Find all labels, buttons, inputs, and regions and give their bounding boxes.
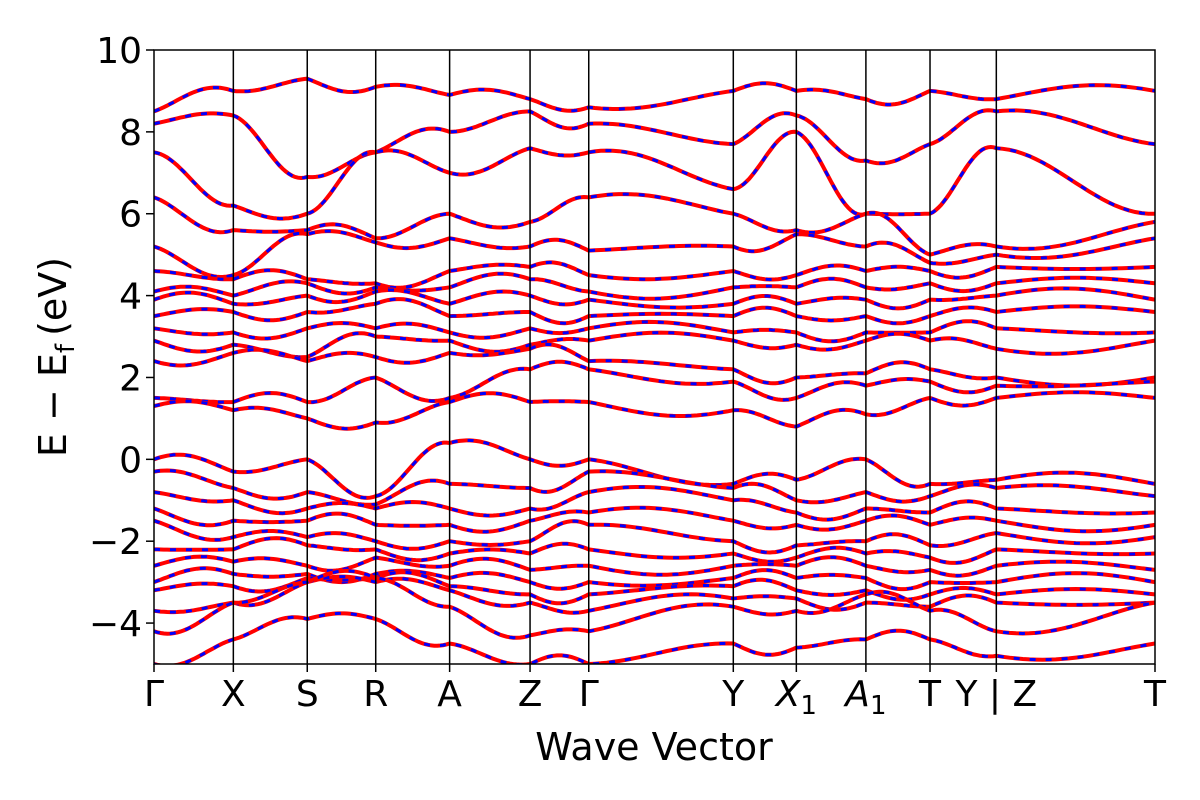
x-tick-label: Γ — [144, 674, 164, 715]
x-tick-label: T — [1143, 674, 1167, 715]
x-tick-label: A — [437, 674, 462, 715]
x-tick-label: Z — [518, 674, 543, 715]
x-tick-label: S — [296, 674, 319, 715]
x-tick-label: T — [918, 674, 942, 715]
y-axis-title: E − Ef (eV) — [31, 257, 81, 457]
y-tick-label: 10 — [96, 31, 142, 72]
y-tick-label: −2 — [89, 522, 142, 563]
x-tick-label: A1 — [843, 674, 886, 721]
x-axis-title: Wave Vector — [535, 725, 773, 769]
y-axis-title-unit: (eV) — [31, 257, 75, 336]
x-tick-label: Y — [721, 674, 745, 715]
x-tick-label: X1 — [774, 674, 817, 721]
y-tick-label: 6 — [119, 195, 142, 236]
y-tick-label: 2 — [119, 358, 142, 399]
x-tick-label: Y | Z — [954, 674, 1037, 715]
y-axis-title-sub: f — [51, 343, 81, 353]
y-tick-label: 0 — [119, 440, 142, 481]
x-tick-label: Γ — [579, 674, 599, 715]
y-tick-label: −4 — [89, 604, 142, 645]
x-tick-label: R — [363, 674, 388, 715]
y-tick-label: 4 — [119, 277, 142, 318]
y-ticks: −4 −2 0 2 4 6 8 10 — [89, 31, 154, 645]
kpoint-lines — [232, 50, 998, 664]
y-axis-title-main: E − E — [31, 353, 75, 457]
y-tick-label: 8 — [119, 113, 142, 154]
x-tick-label: X — [221, 674, 246, 715]
plot-frame — [153, 49, 1156, 665]
